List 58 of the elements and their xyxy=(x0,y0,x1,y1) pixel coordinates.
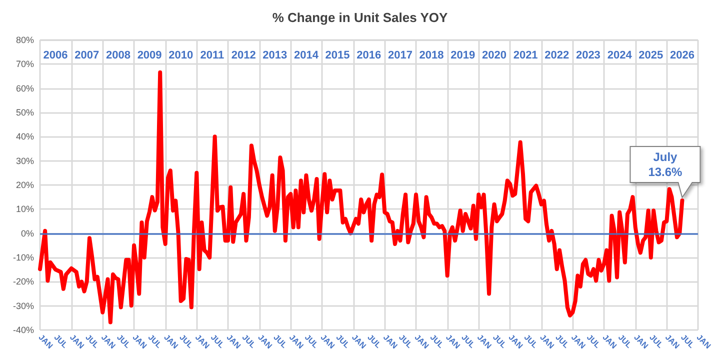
annotation: July 13.6% xyxy=(648,150,683,179)
y-tick-label: -40% xyxy=(12,325,34,335)
x-tick-label: JUL xyxy=(208,332,226,350)
x-tick-label: JUL xyxy=(585,332,602,350)
x-tick-label: JUL xyxy=(178,332,195,350)
x2-tick-label: 2012 xyxy=(231,50,256,62)
x2-tick-label: 2023 xyxy=(576,50,600,62)
x2-tick-label: 2007 xyxy=(74,50,100,62)
x2-tick-label: 2019 xyxy=(450,50,476,62)
y-tick-label: 80% xyxy=(16,35,34,45)
x-tick-label: JUL xyxy=(428,332,446,350)
x-tick-label: JUL xyxy=(616,332,634,350)
y-tick-label: 0% xyxy=(20,228,34,238)
x-tick-label: JUL xyxy=(115,332,132,350)
x-tick-label: JUL xyxy=(52,332,70,350)
x2-tick-label: 2016 xyxy=(356,50,382,62)
x2-tick-label: 2013 xyxy=(262,50,288,62)
x2-tick-label: 2010 xyxy=(168,50,194,62)
x2-tick-label: 2011 xyxy=(200,50,224,62)
x-tick-label: JUL xyxy=(303,332,320,350)
x2-tick-label: 2026 xyxy=(670,50,694,62)
line-series xyxy=(38,70,684,324)
x-tick-label: JUL xyxy=(679,332,696,350)
x-tick-label: JUL xyxy=(334,332,352,350)
x-tick-label: JUL xyxy=(491,332,508,350)
x2-tick-label: 2025 xyxy=(638,50,664,62)
x-tick-label: JUL xyxy=(240,332,258,350)
x2-tick-label: 2009 xyxy=(137,50,162,62)
y-tick-label: -20% xyxy=(12,276,34,287)
x-tick-label: JUL xyxy=(272,332,289,350)
x-tick-label: JUL xyxy=(648,332,665,350)
y-tick-label: 60% xyxy=(16,83,34,94)
x2-tick-label: 2008 xyxy=(106,50,130,62)
x2-tick-label: 2020 xyxy=(482,50,506,62)
y-tick-label: -10% xyxy=(12,252,34,262)
x-tick-label: JUL xyxy=(460,332,477,350)
x2-tick-label: 2018 xyxy=(419,50,444,62)
x2-tick-label: 2006 xyxy=(43,50,68,62)
x2-tick-label: 2022 xyxy=(544,50,570,62)
x-tick-label: JUL xyxy=(397,332,414,350)
y-tick-label: 30% xyxy=(16,156,34,166)
x-tick-label: JUL xyxy=(366,332,383,350)
y-tick-label: 70% xyxy=(16,59,34,70)
x2-tick-label: 2015 xyxy=(325,50,350,62)
x2-tick-label: 2021 xyxy=(513,50,538,62)
x-tick-label: JUL xyxy=(146,332,164,350)
y-tick-label: 40% xyxy=(16,132,34,142)
x2-tick-label: 2024 xyxy=(607,50,633,62)
x-tick-label: JUL xyxy=(522,332,540,350)
x-tick-label: JUL xyxy=(554,332,571,350)
x2-tick-label: 2017 xyxy=(388,50,412,62)
x2-tick-label: 2014 xyxy=(294,50,320,62)
x-tick-label: JUL xyxy=(84,332,101,350)
y-tick-label: -30% xyxy=(12,300,34,311)
chart-title: % Change in Unit Sales YOY xyxy=(272,10,448,25)
y-tick-label: 20% xyxy=(16,180,34,190)
y-tick-label: 10% xyxy=(16,204,34,214)
y-tick-label: 50% xyxy=(16,108,34,118)
